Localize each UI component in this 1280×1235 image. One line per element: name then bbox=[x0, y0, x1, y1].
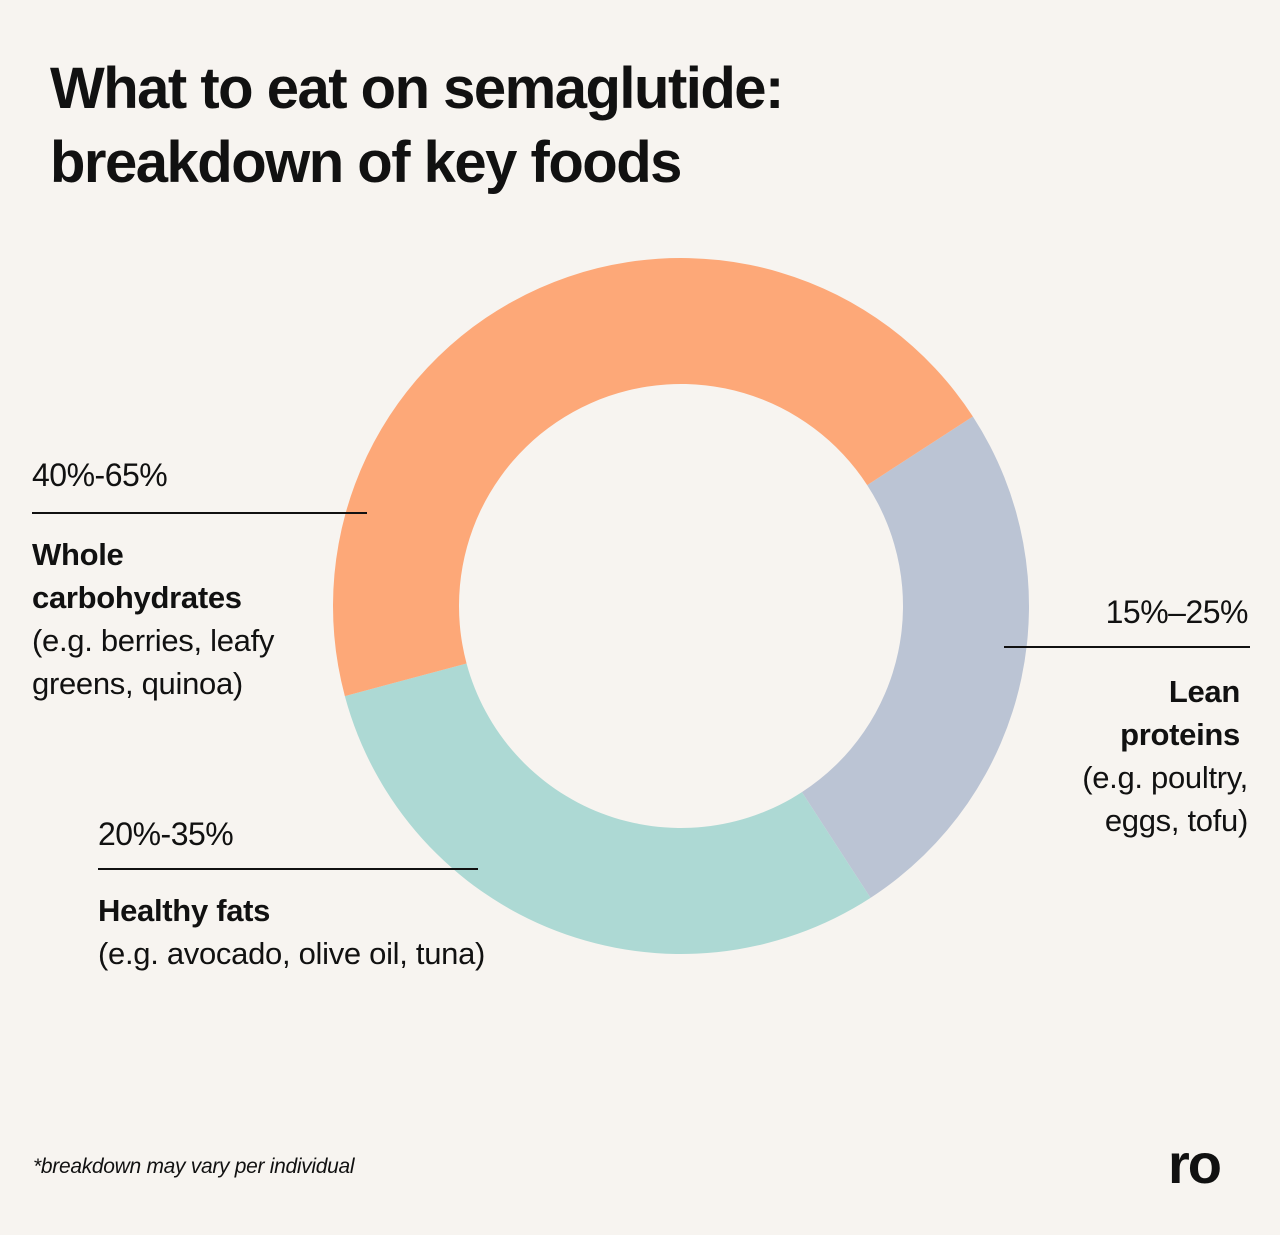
proteins-label: 15%–25% Lean proteins (e.g. poultry, egg… bbox=[1004, 592, 1250, 842]
carbs-segment bbox=[333, 258, 973, 697]
chart-title-line-2: breakdown of key foods bbox=[50, 130, 682, 195]
fats-name: Healthy fats bbox=[98, 893, 271, 928]
fats-segment bbox=[344, 663, 871, 954]
carbs-name: Whole carbohydrates bbox=[32, 537, 242, 615]
carbs-range-label: 40%-65% bbox=[32, 457, 168, 493]
chart-title: What to eat on semaglutide: breakdown of… bbox=[50, 52, 1150, 200]
ro-logo: ro bbox=[1168, 1132, 1222, 1195]
proteins-range-label: 15%–25% bbox=[1105, 594, 1249, 630]
carbs-label: 40%-65% Whole carbohydrates (e.g. berrie… bbox=[32, 455, 367, 705]
fats-leader-line bbox=[98, 868, 478, 870]
carbs-leader-line bbox=[32, 512, 367, 514]
proteins-examples: (e.g. poultry, eggs, tofu) bbox=[1082, 760, 1248, 838]
fats-range-label: 20%-35% bbox=[98, 816, 234, 852]
chart-title-line-1: What to eat on semaglutide: bbox=[50, 56, 784, 121]
proteins-segment bbox=[801, 416, 1029, 898]
fats-examples: (e.g. avocado, olive oil, tuna) bbox=[98, 936, 486, 971]
proteins-leader-line bbox=[1004, 646, 1250, 648]
fats-label: 20%-35% Healthy fats (e.g. avocado, oliv… bbox=[98, 814, 486, 975]
carbs-examples: (e.g. berries, leafy greens, quinoa) bbox=[32, 623, 275, 701]
footnote: *breakdown may vary per individual bbox=[33, 1155, 355, 1178]
proteins-name: Lean proteins bbox=[1120, 674, 1240, 752]
